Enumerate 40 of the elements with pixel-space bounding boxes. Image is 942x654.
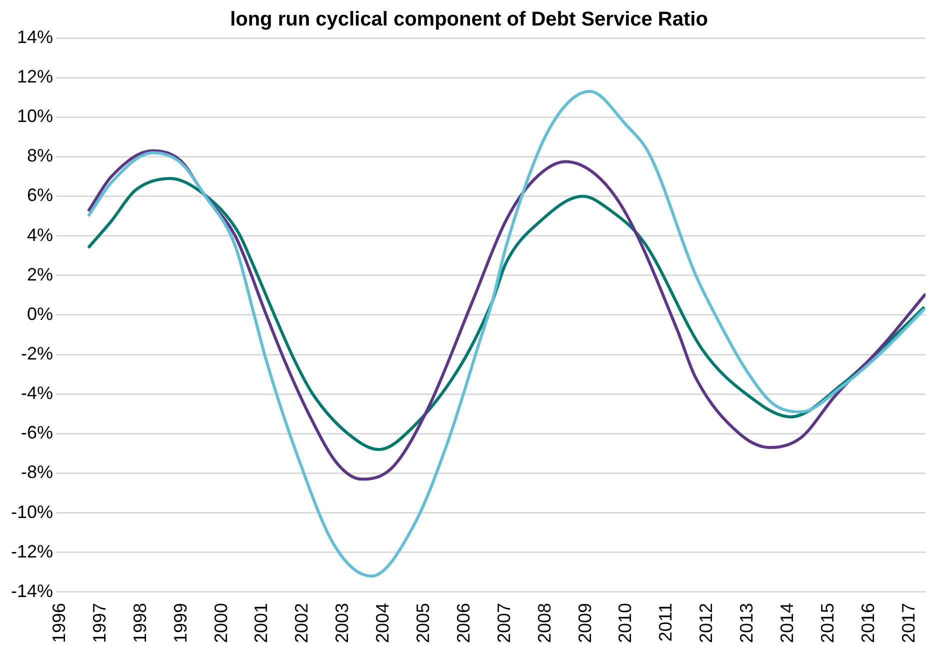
y-tick-label: 14%	[16, 26, 54, 47]
y-tick-label: -4%	[21, 383, 54, 404]
x-tick-label: 2011	[656, 602, 676, 642]
y-tick-label: -12%	[10, 541, 54, 562]
x-tick-label: 2017	[898, 602, 918, 644]
x-tick-label: 2010	[615, 602, 636, 644]
y-tick-label: -6%	[21, 422, 54, 443]
x-tick-label: 2006	[453, 602, 474, 644]
x-tick-label: 2007	[494, 602, 514, 644]
x-tick-label: 2005	[413, 602, 433, 644]
y-tick-label: 12%	[16, 66, 54, 87]
y-tick-label: -8%	[21, 462, 54, 482]
x-tick-label: 2004	[372, 602, 393, 644]
x-tick-label: 1997	[89, 602, 110, 644]
y-tick-label: 8%	[27, 146, 54, 166]
y-tick-label: 6%	[27, 185, 54, 206]
y-tick-label: 10%	[16, 106, 54, 126]
line-series	[86, 149, 926, 481]
x-tick-label: 2016	[858, 602, 878, 644]
x-tick-label: 1996	[49, 602, 70, 644]
x-tick-label: 2001	[251, 602, 272, 644]
x-tick-label: 2002	[292, 602, 312, 644]
x-tick-label: 2013	[736, 602, 757, 644]
x-tick-label: 2015	[817, 602, 838, 644]
x-tick-label: 2009	[574, 602, 595, 644]
x-tick-label: 2008	[534, 602, 554, 644]
x-tick-label: 2012	[696, 602, 716, 644]
line-series	[86, 90, 926, 578]
x-tick-label: 2000	[210, 602, 231, 644]
y-tick-label: -10%	[10, 502, 54, 522]
x-tick-label: 1999	[170, 602, 190, 644]
x-tick-label: 2014	[776, 602, 797, 644]
y-tick-label: 2%	[27, 264, 54, 284]
chart-title: long run cyclical component of Debt Service Ratio	[230, 8, 708, 31]
y-tick-label: 0%	[27, 304, 54, 324]
y-tick-label: -2%	[21, 344, 54, 364]
y-tick-label: -14%	[10, 580, 54, 601]
y-tick-label: 4%	[27, 224, 54, 245]
x-tick-label: 1998	[130, 602, 150, 644]
x-tick-label: 2003	[332, 602, 352, 644]
